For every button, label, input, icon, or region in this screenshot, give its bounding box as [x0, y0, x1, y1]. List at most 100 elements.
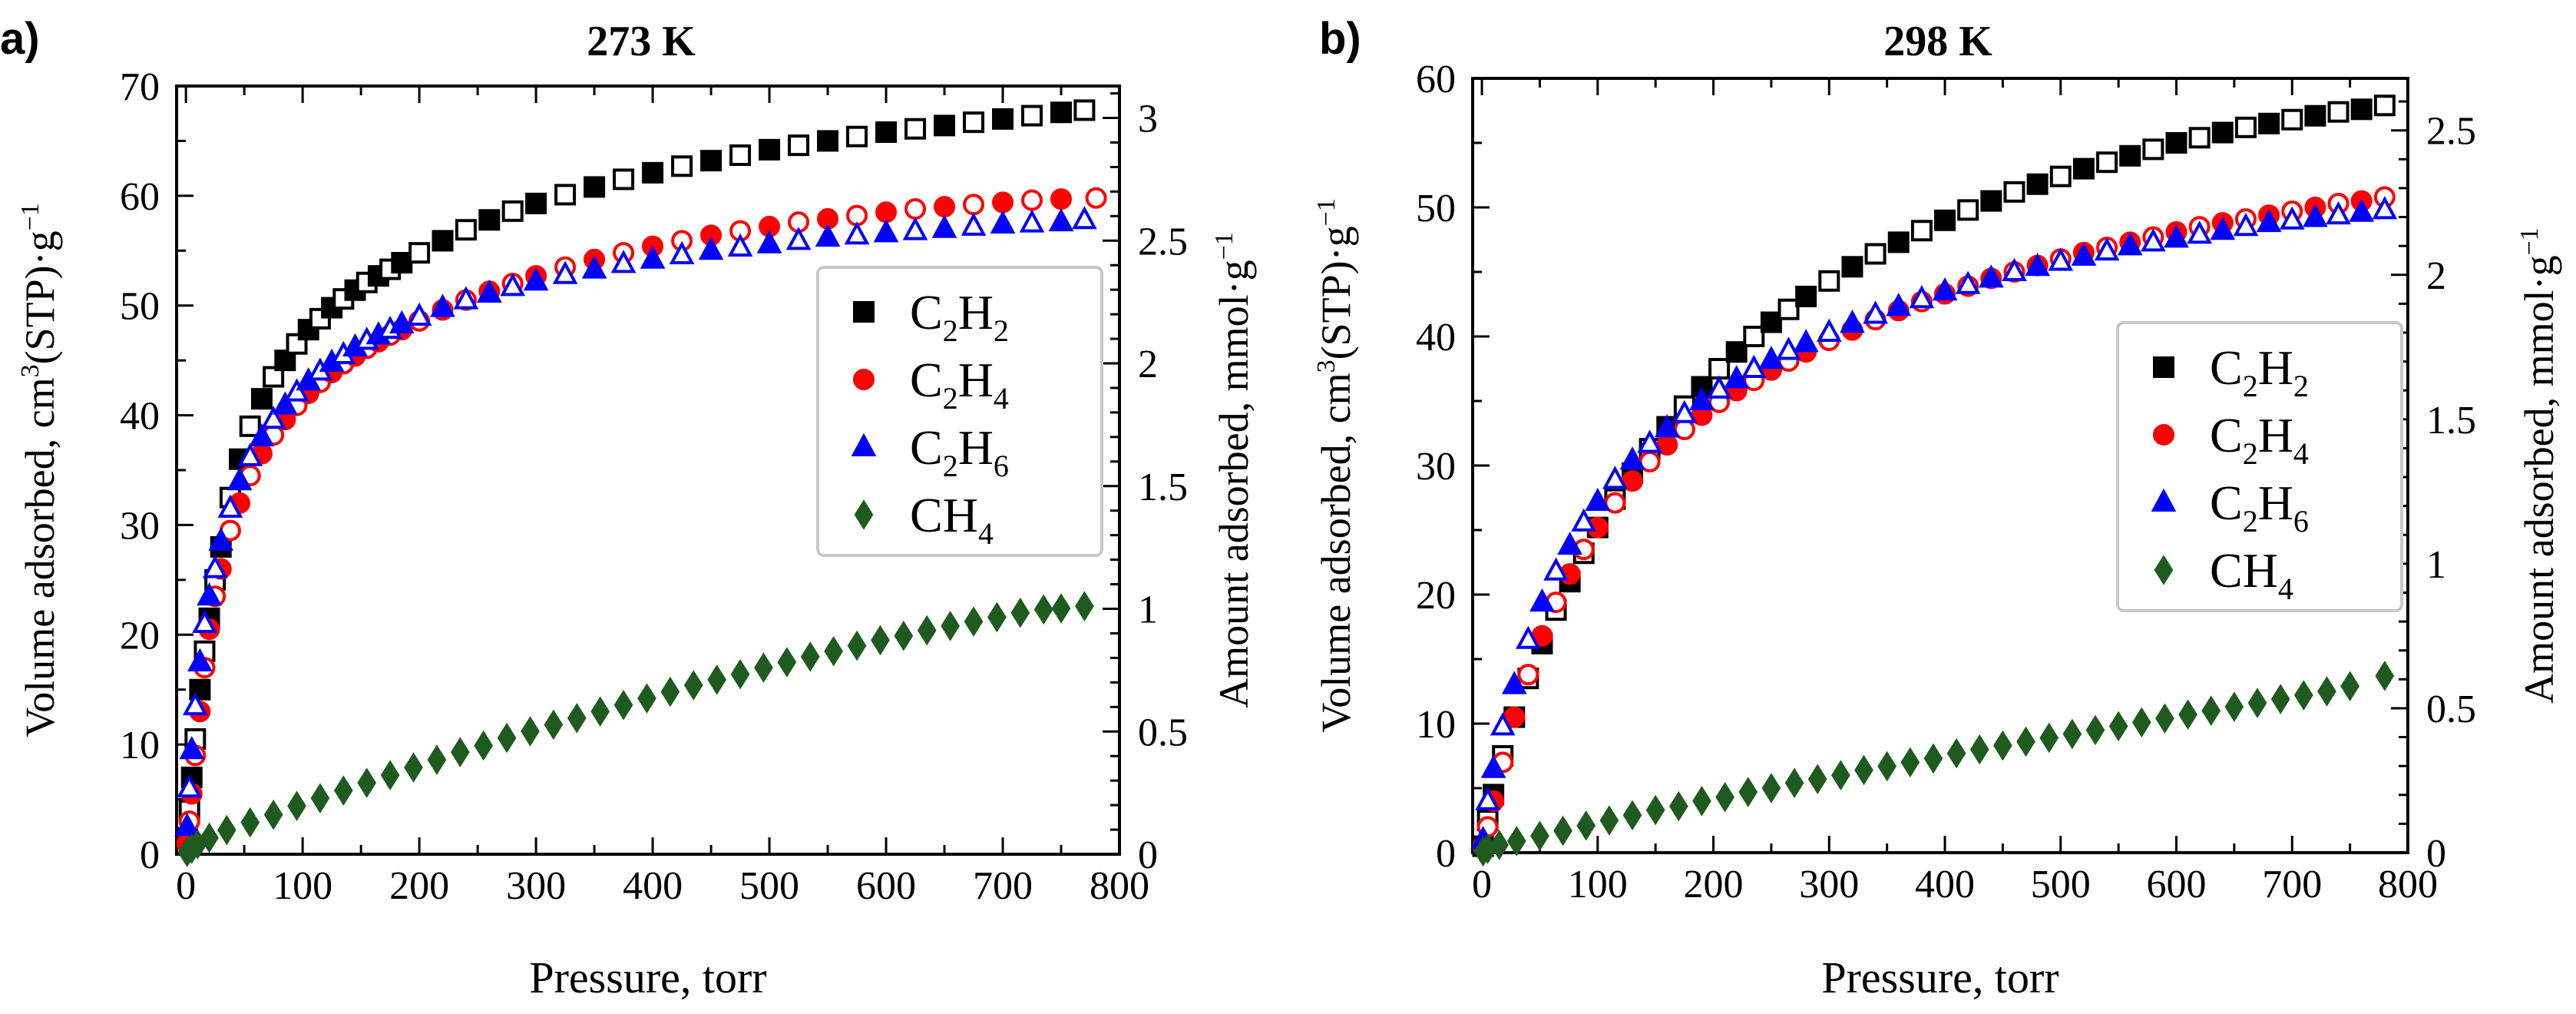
data-point: [2085, 714, 2105, 746]
data-point: [2375, 661, 2395, 691]
data-point: [875, 121, 898, 143]
data-point: [2141, 228, 2166, 252]
data-point: [1715, 781, 1734, 813]
data-point: [260, 406, 286, 429]
y-tick-label: 10: [1416, 703, 1456, 747]
legend-box: [816, 266, 1103, 557]
data-point: [637, 683, 656, 714]
legend-marker: [854, 499, 874, 530]
x-tick-label: 300: [506, 864, 566, 908]
legend-item-C2H6: C2H6: [851, 420, 1009, 483]
data-point: [1050, 101, 1073, 124]
data-point: [2327, 101, 2349, 123]
legend-item-C2H2: C2H2: [2153, 340, 2309, 403]
data-point: [1530, 820, 1549, 851]
data-point: [1946, 737, 1966, 769]
data-point: [2025, 253, 2050, 277]
panel-label: a): [0, 14, 40, 64]
data-point: [192, 609, 217, 633]
data-point: [844, 221, 870, 245]
data-point: [777, 647, 797, 678]
data-point: [287, 790, 306, 821]
panel-label: b): [1319, 14, 1361, 64]
data-point: [873, 219, 899, 243]
data-point: [1900, 747, 1920, 778]
data-point: [2234, 116, 2257, 138]
y2-tick-label: 1: [2426, 543, 2446, 587]
data-point: [1506, 826, 1526, 857]
data-point: [1934, 209, 1956, 231]
data-point: [333, 775, 353, 806]
data-point: [1923, 743, 1943, 774]
data-point: [875, 201, 898, 224]
x-tick-label: 400: [623, 864, 683, 908]
data-point: [754, 652, 773, 683]
data-point: [1654, 414, 1680, 438]
y2-axis: 0 0.5 1 1.5 2 2.5 3: [1103, 92, 1188, 877]
panel-title: 273 K: [587, 18, 696, 65]
data-point: [2142, 138, 2164, 161]
legend-label: C2H4: [910, 353, 1009, 416]
data-point: [2049, 165, 2072, 187]
data-point: [1807, 764, 1827, 795]
legend-marker: [2153, 356, 2174, 378]
data-point: [941, 611, 960, 641]
data-point: [521, 716, 540, 747]
data-point: [174, 813, 200, 837]
legend-marker: [2151, 488, 2177, 512]
data-point: [2224, 691, 2244, 722]
y2-axis-label-main: Amount adsorbed, mmol·g: [1211, 260, 1257, 707]
data-point: [239, 415, 261, 437]
x-tick-label: 200: [389, 864, 449, 908]
data-point: [1622, 800, 1642, 831]
data-point: [187, 648, 213, 671]
data-point: [2165, 132, 2187, 154]
y-axis-label-sup2: −1: [16, 203, 45, 230]
y-tick-label: 0: [1436, 832, 1456, 876]
data-point: [987, 601, 1007, 633]
legend-marker: [853, 369, 875, 390]
data-point: [357, 767, 377, 798]
y-axis-label-sup: 3: [1312, 360, 1341, 373]
y-axis: 0 10 20 30 40 50 60 70: [120, 65, 193, 877]
data-point: [1993, 730, 2012, 761]
y-tick-label: 20: [120, 614, 160, 658]
data-point: [310, 783, 330, 814]
data-point: [249, 422, 275, 447]
data-point: [1886, 293, 1912, 316]
series-C2H6: [174, 206, 1097, 837]
data-point: [1692, 786, 1711, 817]
data-point: [1050, 188, 1073, 210]
data-point: [934, 196, 956, 218]
data-point: [1480, 754, 1506, 778]
data-point: [1553, 815, 1572, 847]
data-point: [1576, 810, 1596, 841]
data-point: [1557, 531, 1582, 555]
y2-tick-label: 2.5: [1138, 220, 1188, 263]
data-point: [2094, 237, 2120, 261]
data-point: [1743, 326, 1765, 347]
x-tick-label: 300: [1799, 863, 1859, 906]
data-point: [1075, 591, 1094, 621]
y-tick-label: 20: [1416, 574, 1456, 618]
data-point: [1887, 231, 1910, 254]
data-point: [2279, 206, 2305, 230]
data-point: [177, 774, 203, 798]
data-point: [934, 114, 956, 137]
data-point: [2303, 204, 2328, 227]
data-point: [1738, 777, 1758, 807]
data-point: [590, 696, 610, 727]
data-point: [2155, 703, 2174, 734]
data-point: [2201, 695, 2221, 726]
data-point: [730, 658, 750, 690]
y2-axis: 0 0.5 1 1.5 2 2.5: [2391, 100, 2476, 876]
data-point: [2096, 151, 2118, 174]
data-point: [904, 118, 927, 140]
y-tick-label: 70: [120, 65, 160, 109]
data-point: [1637, 429, 1662, 453]
data-point: [1529, 588, 1555, 612]
data-point: [2178, 699, 2197, 731]
data-point: [1708, 358, 1731, 379]
data-point: [2340, 671, 2359, 702]
panel-title: 298 K: [1883, 18, 1992, 65]
